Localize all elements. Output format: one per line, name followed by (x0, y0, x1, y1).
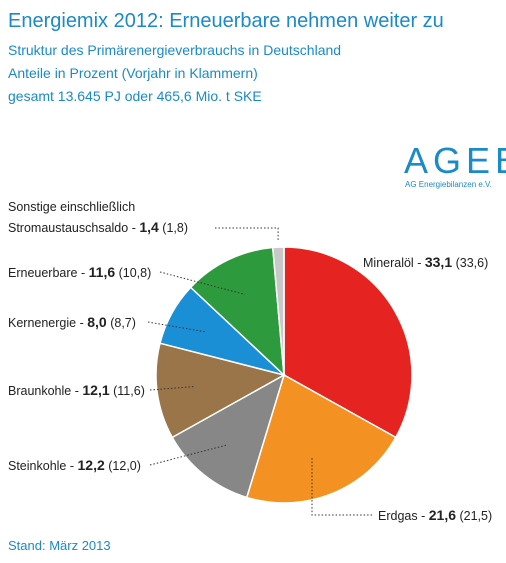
previous-value-label: (8,7) (110, 316, 136, 330)
separator: - (74, 384, 79, 398)
category-label: Steinkohle (8, 459, 67, 473)
leader-line (215, 227, 279, 241)
previous-value-label: (21,5) (459, 509, 493, 523)
value-label: 11,6 (88, 264, 116, 280)
chart-title: Energiemix 2012: Erneuerbare nehmen weit… (8, 10, 444, 32)
pie-slice (171, 373, 286, 499)
value-label: 21,6 (428, 507, 456, 523)
separator: - (69, 459, 75, 473)
logo-subtitle: AG Energiebilanzen e.V. (405, 180, 492, 189)
leader-line (149, 444, 228, 466)
previous-value-label: (10,8) (118, 266, 152, 280)
value-label: 1,4 (139, 219, 159, 235)
slice-label: Mineralöl - 33,1 (33,6) (363, 252, 503, 273)
footnote: Stand: März 2013 (8, 538, 111, 553)
slice-label: Braunkohle - 12,1 (11,6) (8, 380, 168, 401)
pie-slice (283, 246, 413, 439)
separator: - (79, 316, 84, 330)
value-label: 33,1 (424, 254, 453, 270)
separator: - (421, 509, 426, 523)
subtitle: Anteile in Prozent (Vorjahr in Klammern) (8, 65, 258, 81)
previous-value-label: (33,6) (455, 256, 489, 270)
slice-label: Erdgas - 21,6 (21,5) (378, 505, 503, 526)
pie-slice (155, 342, 287, 439)
category-label: Erneuerbare (8, 266, 78, 280)
category-label: Mineralöl (363, 256, 414, 270)
slice-label: Kernenergie - 8,0 (8,7) (8, 312, 168, 333)
pie-slice (271, 246, 285, 376)
separator: - (417, 256, 422, 270)
separator: - (131, 221, 136, 235)
pie-slice (245, 373, 397, 504)
value-label: 12,1 (82, 382, 110, 398)
subtitle: Struktur des Primärenergieverbrauchs in … (8, 42, 342, 58)
pie-slice (189, 246, 285, 377)
previous-value-label: (12,0) (108, 459, 141, 473)
slice-label: Sonstige einschließlich Stromaustauschsa… (8, 197, 208, 238)
logo: AGEB (404, 140, 506, 181)
leader-line (147, 321, 206, 333)
separator: - (80, 266, 86, 280)
previous-value-label: (11,6) (113, 384, 145, 398)
slice-label: Steinkohle - 12,2 (12,0) (8, 455, 168, 476)
slice-label: Erneuerbare - 11,6 (10,8) (8, 262, 168, 283)
category-label: Sonstige einschließlich Stromaustauschsa… (8, 200, 136, 235)
previous-value-label: (1,8) (162, 221, 188, 235)
category-label: Kernenergie (8, 316, 77, 330)
value-label: 8,0 (87, 314, 107, 330)
leader-line (149, 386, 196, 391)
value-label: 12,2 (77, 457, 105, 473)
subtitle: gesamt 13.645 PJ oder 465,6 Mio. t SKE (8, 88, 262, 104)
category-label: Erdgas (378, 509, 418, 523)
leader-line (159, 271, 245, 295)
category-label: Braunkohle (8, 384, 72, 398)
leader-line (311, 458, 374, 516)
